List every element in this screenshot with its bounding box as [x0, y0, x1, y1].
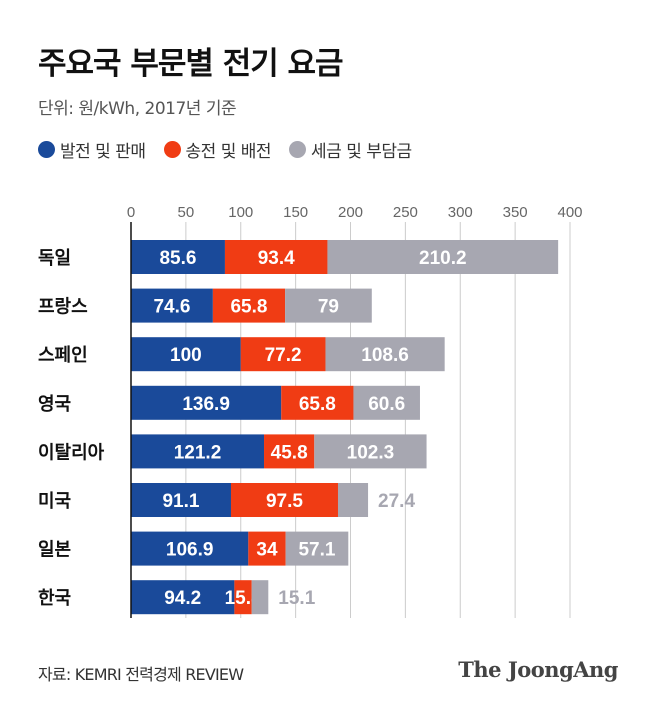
data-label: 94.2: [164, 588, 201, 609]
data-label: 93.4: [258, 248, 295, 269]
x-tick-label: 350: [503, 204, 528, 221]
legend-label: 발전 및 판매: [60, 142, 146, 162]
category-label: 영국: [38, 394, 71, 415]
category-label: 프랑스: [38, 297, 88, 318]
data-label: 65.8: [230, 297, 267, 318]
data-label: 60.6: [368, 394, 405, 415]
bar-segment: [131, 483, 231, 517]
chart-subtitle: 단위: 원/kWh, 2017년 기준: [38, 99, 237, 119]
data-label: 85.6: [159, 248, 196, 269]
bar-segment: [325, 337, 445, 372]
publisher-logo: The JoongAng: [458, 657, 618, 682]
bar-segment: [131, 580, 235, 615]
data-label: 136.9: [182, 394, 230, 415]
x-tick-label: 400: [557, 204, 582, 221]
data-label: 57.1: [298, 540, 335, 561]
legend: 발전 및 판매 송전 및 배전 세금 및 부담금: [38, 137, 412, 162]
bar-segment: [131, 337, 241, 372]
legend-item: 세금 및 부담금: [289, 137, 412, 162]
bar-segment: [131, 385, 282, 420]
data-label: 77.2: [265, 345, 302, 366]
data-label: 97.5: [266, 491, 303, 512]
x-tick-label: 200: [338, 204, 363, 221]
data-label: 108.6: [361, 345, 409, 366]
legend-item: 발전 및 판매: [38, 137, 146, 162]
bar-segment: [131, 240, 225, 274]
legend-label: 세금 및 부담금: [311, 142, 412, 162]
bar-segment: [131, 288, 213, 323]
category-label: 독일: [38, 248, 71, 269]
bar-segment: [251, 580, 269, 615]
x-tick-label: 300: [448, 204, 473, 221]
data-label: 74.6: [153, 297, 190, 318]
legend-swatch: [38, 141, 55, 158]
legend-swatch: [163, 141, 181, 158]
bar-segment: [224, 240, 328, 274]
data-label: 102.3: [347, 442, 395, 463]
bar-segment: [264, 434, 315, 469]
data-label: 15.1: [278, 588, 315, 609]
data-label: 100: [170, 345, 202, 366]
legend-swatch: [289, 141, 307, 158]
bar-segment: [234, 580, 252, 615]
bar-segment: [131, 531, 249, 566]
x-tick-label: 250: [393, 204, 418, 221]
bar-segment: [230, 483, 338, 517]
source-note: 자료: KEMRI 전력경제 REVIEW: [38, 665, 244, 684]
x-tick-label: 0: [127, 204, 135, 221]
bar-segment: [353, 385, 420, 420]
data-label: 121.2: [174, 442, 222, 463]
data-label: 79: [318, 297, 339, 318]
bar-segment: [314, 434, 427, 469]
x-tick-label: 50: [178, 204, 195, 221]
legend-label: 송전 및 배전: [185, 142, 272, 162]
bar-segment: [240, 337, 326, 372]
bar-segment: [281, 385, 354, 420]
data-label: 106.9: [166, 540, 214, 561]
legend-item: 송전 및 배전: [163, 137, 272, 162]
bar-segment: [212, 288, 286, 323]
category-label: 한국: [38, 588, 71, 609]
x-tick-label: 100: [228, 204, 253, 221]
bar-segment: [131, 434, 265, 469]
data-label: 65.8: [299, 394, 336, 415]
bar-segment: [327, 240, 559, 274]
category-label: 미국: [38, 491, 71, 512]
category-label: 일본: [38, 540, 71, 561]
data-label: 210.2: [419, 248, 467, 269]
bar-segment: [285, 288, 372, 323]
data-label: 45.8: [271, 442, 308, 463]
data-label: 27.4: [378, 491, 415, 512]
chart-title: 주요국 부문별 전기 요금: [38, 46, 344, 82]
category-label: 스페인: [38, 345, 88, 366]
x-tick-label: 150: [283, 204, 308, 221]
bar-segment: [285, 531, 349, 566]
bar-segment: [337, 483, 369, 517]
bar-segment: [248, 531, 286, 566]
data-label: 34: [256, 540, 278, 561]
data-label: 91.1: [162, 491, 199, 512]
category-label: 이탈리아: [38, 442, 105, 463]
